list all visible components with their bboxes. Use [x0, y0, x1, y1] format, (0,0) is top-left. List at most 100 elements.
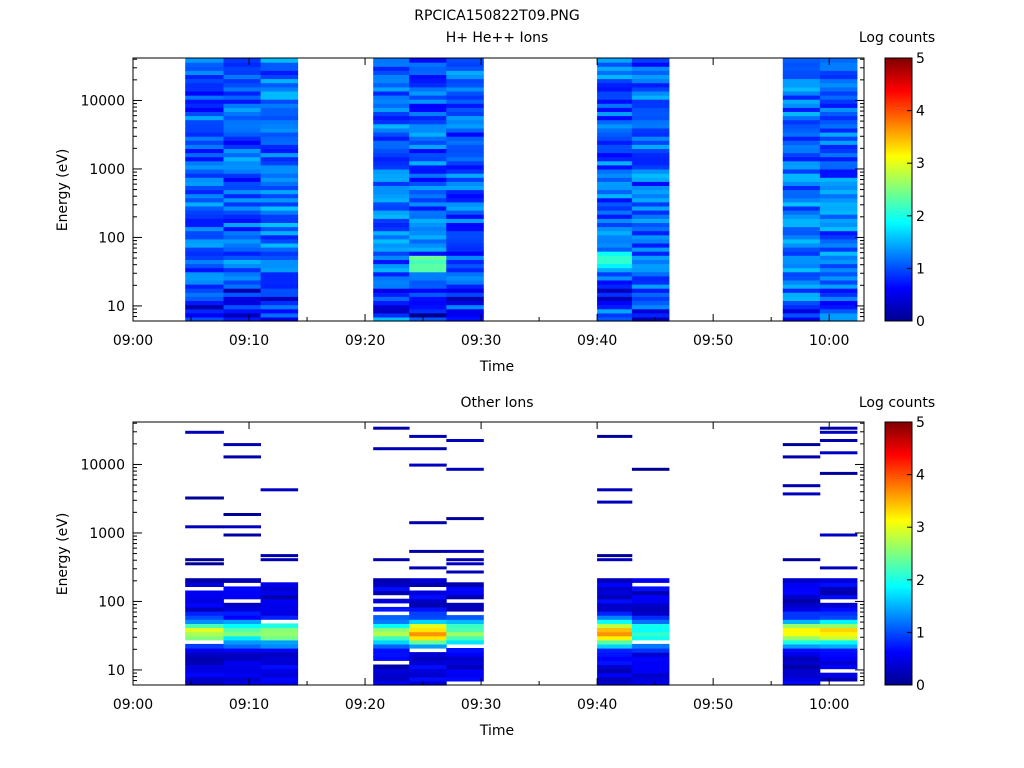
spectrogram-cell [819, 82, 858, 88]
spectrogram-cell [597, 611, 633, 616]
spectrogram-cell [782, 648, 821, 653]
spectrogram-cell [446, 181, 484, 186]
spectrogram-cell [185, 660, 224, 665]
spectrogram-cell [631, 467, 670, 471]
spectrogram-cell [782, 197, 821, 203]
x-tick-label: 09:50 [693, 697, 733, 713]
spectrogram-cell [409, 95, 447, 100]
spectrogram-cell [260, 201, 299, 207]
spectrogram-cell [185, 70, 224, 75]
spectrogram-cell [782, 193, 821, 199]
spectrogram-cell [819, 300, 858, 306]
colorbar-tick-label: 2 [916, 209, 925, 225]
spectrogram-cell [631, 152, 670, 158]
spectrogram-cell [631, 201, 670, 207]
spectrogram-cell [782, 590, 821, 596]
spectrogram-cell [223, 189, 261, 195]
spectrogram-cell [597, 210, 633, 215]
spectrogram-cell [373, 582, 410, 587]
spectrogram-cell [260, 615, 299, 620]
spectrogram-cell [409, 115, 447, 121]
spectrogram-cell [819, 602, 858, 608]
spectrogram-cell [819, 611, 858, 616]
spectrogram-cell [597, 275, 633, 281]
spectrogram-cell [782, 119, 821, 125]
spectrogram-cell [782, 292, 821, 297]
spectrogram-cell [223, 623, 261, 629]
spectrogram-cell [446, 631, 484, 637]
spectrogram-cell [223, 160, 261, 166]
spectrogram-cell [631, 205, 670, 211]
spectrogram-cell [819, 86, 858, 92]
spectrogram-cell [782, 164, 821, 170]
spectrogram-cell [409, 639, 447, 645]
spectrogram-cell [373, 590, 410, 596]
spectrogram-cell [819, 312, 858, 318]
spectrogram-cell [409, 316, 447, 322]
spectrogram-cell [631, 185, 670, 191]
spectrogram-cell [223, 656, 261, 661]
spectrogram-cell [446, 144, 484, 149]
spectrogram-cell [597, 619, 633, 624]
spectrogram-cell [446, 214, 484, 219]
spectrogram-cell [223, 82, 261, 88]
spectrogram-cell [409, 74, 447, 80]
spectrogram-cell [373, 193, 410, 199]
spectrogram-cell [373, 275, 410, 281]
spectrogram-cell [185, 308, 224, 314]
spectrogram-cell [260, 296, 299, 301]
spectrogram-cell [446, 275, 484, 281]
spectrogram-cell [260, 316, 299, 322]
spectrogram-cell [631, 288, 670, 293]
spectrogram-cell [819, 267, 858, 273]
spectrogram-cell [409, 463, 447, 467]
spectrogram-cell [223, 635, 261, 641]
spectrogram-cell [597, 160, 633, 166]
spectrogram-cell [819, 218, 858, 223]
spectrogram-cell [223, 255, 261, 260]
spectrogram-cell [782, 181, 821, 186]
spectrogram-cell [260, 598, 299, 604]
spectrogram-cell [782, 643, 821, 649]
spectrogram-cell [819, 222, 858, 228]
spectrogram-cell [597, 300, 633, 306]
spectrogram-cell [631, 284, 670, 289]
spectrogram-cell [185, 292, 224, 297]
spectrogram-cell [631, 95, 670, 100]
spectrogram-cell [373, 296, 410, 301]
spectrogram-cell [260, 660, 299, 665]
spectrogram-cell [782, 230, 821, 236]
spectrogram-cell [260, 308, 299, 314]
spectrogram-cell [409, 247, 447, 252]
spectrogram-cell [819, 197, 858, 203]
spectrogram-cell [782, 672, 821, 678]
spectrogram-cell [373, 623, 410, 629]
spectrogram-cell [446, 570, 484, 574]
colorbar-gradient [884, 57, 913, 322]
spectrogram-cell [260, 148, 299, 154]
spectrogram-cell [260, 672, 299, 678]
spectrogram-cell [185, 189, 224, 195]
spectrogram-cell [373, 259, 410, 265]
spectrogram-cell [373, 201, 410, 207]
x-tick-label: 09:00 [113, 333, 153, 349]
spectrogram-cell [446, 635, 484, 641]
spectrogram-cell [597, 255, 633, 260]
spectrogram-cell [223, 226, 261, 232]
spectrogram-cell [223, 222, 261, 228]
spectrogram-cell [223, 631, 261, 637]
spectrogram-cell [446, 234, 484, 240]
spectrogram-cell [373, 447, 410, 451]
spectrogram-cell [260, 193, 299, 199]
spectrogram-cell [819, 169, 858, 174]
spectrogram-cell [819, 590, 858, 596]
spectrogram-cell [446, 90, 484, 96]
spectrogram-cell [819, 230, 858, 236]
spectrogram-cell [185, 312, 224, 318]
spectrogram-cell [782, 111, 821, 117]
spectrogram-cell [631, 676, 670, 682]
spectrogram-cell [631, 586, 670, 592]
spectrogram-cell [597, 132, 633, 137]
spectrogram-cell [782, 312, 821, 318]
spectrogram-cell [409, 598, 447, 604]
